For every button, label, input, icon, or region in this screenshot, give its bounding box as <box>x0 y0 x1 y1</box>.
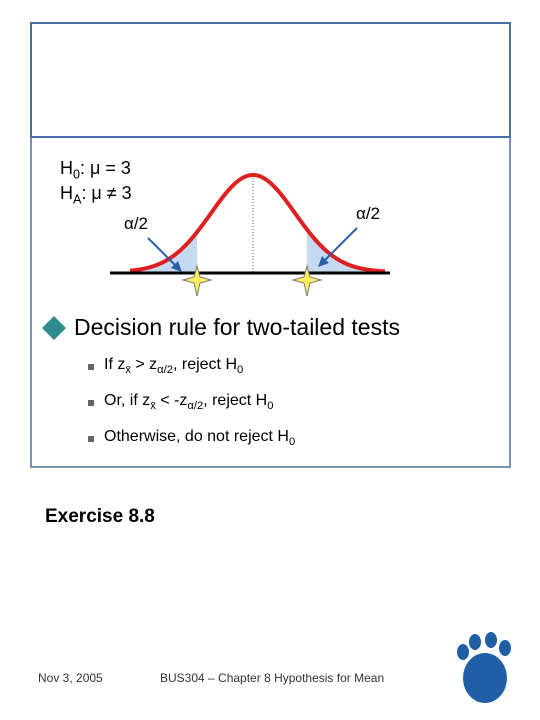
heading: Decision rule for two-tailed tests <box>74 314 400 340</box>
text-part: : μ ≠ 3 <box>81 183 132 203</box>
bullet-text: Otherwise, do not reject H0 <box>104 428 295 448</box>
subscript: x̄ <box>150 400 156 413</box>
alpha-label: α/2 <box>356 204 381 223</box>
text-part: If z <box>104 356 126 373</box>
bullet-text: Or, if zx̄ < -zα/2, reject H0 <box>104 392 273 412</box>
content-box <box>30 136 511 468</box>
title-box <box>30 22 511 138</box>
footer-date: Nov 3, 2005 <box>38 671 103 685</box>
arrowhead <box>171 261 182 272</box>
subscript: A <box>73 192 82 207</box>
text-part: , reject H <box>203 392 268 409</box>
footer-course: BUS304 – Chapter 8 Hypothesis for Mean <box>160 671 385 685</box>
bullet <box>88 364 94 370</box>
text-part: Otherwise, do not reject H <box>104 428 289 445</box>
bullet <box>88 436 94 442</box>
subscript: α/2 <box>157 364 173 377</box>
subscript: 0 <box>73 167 81 182</box>
hypothesis: H0: μ = 3 <box>60 158 131 182</box>
exercise: Exercise 8.8 <box>45 506 155 527</box>
critical-star <box>291 264 323 297</box>
hypothesis: HA: μ ≠ 3 <box>60 183 132 207</box>
text-part: H <box>60 158 73 178</box>
arrow <box>147 237 179 269</box>
text-part: < -z <box>155 392 188 409</box>
subscript: α/2 <box>187 400 204 413</box>
heading-bullet <box>42 316 66 340</box>
subscript: 0 <box>267 400 274 413</box>
paw-logo <box>457 632 511 703</box>
critical-star <box>181 264 213 297</box>
arrow <box>322 227 358 263</box>
subscript: x̄ <box>125 364 131 377</box>
text-part: > z <box>130 356 158 373</box>
bullet <box>88 400 94 406</box>
bullet-text: If zx̄ > zα/2, reject H0 <box>104 356 243 376</box>
subscript: 0 <box>288 436 296 449</box>
text-part: , reject H <box>172 356 237 373</box>
text-part: H <box>60 183 73 203</box>
alpha-label: α/2 <box>124 214 149 233</box>
rejection-region <box>130 232 197 272</box>
subscript: 0 <box>237 364 244 377</box>
arrowhead <box>318 256 329 267</box>
curve-line <box>129 173 385 274</box>
text-part: Or, if z <box>104 392 151 409</box>
text-part: : μ = 3 <box>80 158 131 178</box>
